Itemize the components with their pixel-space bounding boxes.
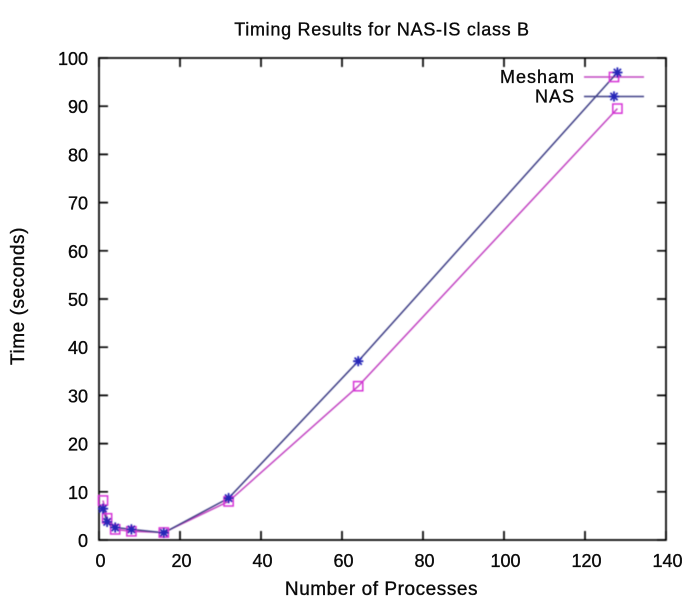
svg-text:40: 40 (68, 338, 88, 358)
svg-text:20: 20 (68, 435, 88, 455)
svg-text:10: 10 (68, 483, 88, 503)
svg-text:0: 0 (78, 531, 88, 551)
svg-text:80: 80 (414, 551, 434, 571)
svg-text:120: 120 (571, 551, 601, 571)
svg-text:70: 70 (68, 194, 88, 214)
svg-text:40: 40 (252, 551, 272, 571)
svg-text:Number of Processes: Number of Processes (285, 579, 478, 599)
svg-text:0: 0 (95, 551, 105, 571)
svg-text:100: 100 (58, 49, 88, 69)
svg-text:50: 50 (68, 290, 88, 310)
svg-text:20: 20 (171, 551, 191, 571)
svg-text:90: 90 (68, 97, 88, 117)
svg-text:140: 140 (652, 551, 682, 571)
svg-text:60: 60 (333, 551, 353, 571)
svg-text:30: 30 (68, 386, 88, 406)
svg-text:NAS: NAS (535, 87, 575, 107)
svg-text:60: 60 (68, 242, 88, 262)
svg-text:Mesham: Mesham (500, 67, 575, 87)
svg-text:Time (seconds): Time (seconds) (8, 227, 29, 365)
svg-text:80: 80 (68, 145, 88, 165)
svg-text:Timing Results for NAS-IS clas: Timing Results for NAS-IS class B (234, 20, 530, 40)
svg-text:100: 100 (490, 551, 520, 571)
